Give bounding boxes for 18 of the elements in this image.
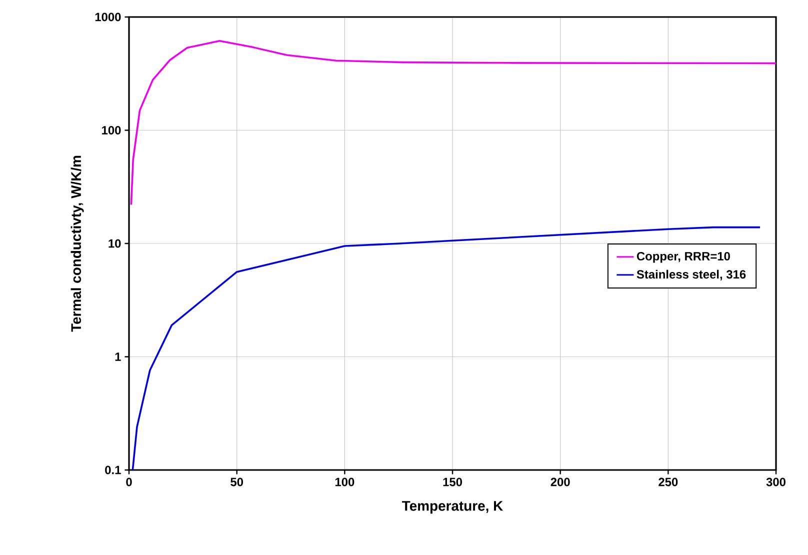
x-tick-label: 50 (230, 478, 243, 486)
line-series (130, 40, 776, 206)
y-tick-label: 100 (102, 126, 121, 134)
y-tick-label: 0.1 (105, 466, 121, 474)
legend-label: Copper, RRR=10 (636, 252, 730, 263)
line-series (132, 226, 761, 470)
y-tick-label: 1000 (95, 12, 121, 22)
x-tick-label: 250 (658, 478, 678, 486)
x-axis-title: Temperature, K (402, 501, 504, 514)
x-tick-label: 300 (766, 478, 786, 486)
legend-label: Stainless steel, 316 (636, 270, 746, 280)
x-tick-label: 0 (126, 478, 132, 486)
x-tick-label: 200 (550, 478, 570, 486)
y-tick-label: 1 (115, 352, 121, 361)
x-tick-label: 150 (443, 478, 462, 486)
x-tick-label: 100 (335, 478, 354, 486)
y-axis-title: Termal conductivty, W/K/m (70, 156, 84, 332)
y-tick-label: 10 (108, 239, 121, 248)
